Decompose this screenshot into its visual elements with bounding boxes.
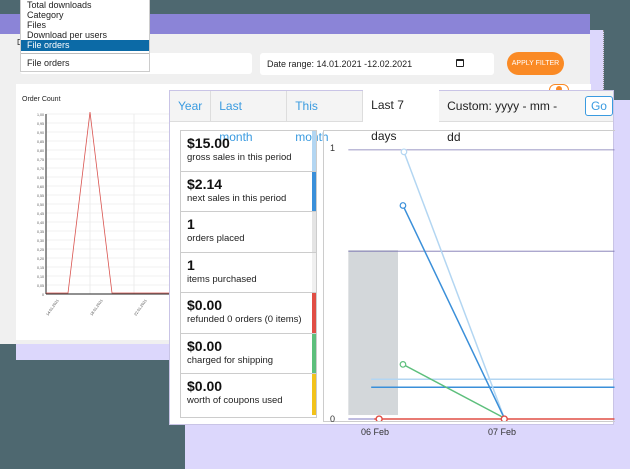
svg-text:0,60: 0,60 — [37, 185, 44, 189]
period-tabs: Year Last month This month Last 7 days C… — [170, 90, 613, 144]
svg-text:0,70: 0,70 — [37, 167, 44, 171]
tab-last-7-days[interactable]: Last 7 days — [363, 90, 440, 143]
order-count-chart: 1,00 0,95 0,90 0,85 0,80 0,75 0,70 0,65 0,60 0,… — [37, 111, 170, 317]
svg-text:0,15: 0,15 — [37, 266, 44, 270]
svg-text:0,30: 0,30 — [37, 239, 44, 243]
dropdown-option[interactable]: Download per users — [27, 30, 108, 40]
tab-custom-range[interactable]: Custom: yyyy - mm - dd — [447, 98, 558, 144]
select-current-value[interactable]: File orders — [27, 58, 70, 68]
date-range-text: Date range: 14.01.2021 -12.02.2021 — [267, 59, 413, 69]
x-axis-label: 06 Feb — [361, 427, 390, 437]
dropdown-option[interactable]: Files — [27, 20, 47, 30]
svg-text:0,75: 0,75 — [37, 158, 44, 162]
svg-text:0,45: 0,45 — [37, 212, 44, 216]
stat-label: refunded 0 orders (0 items) — [187, 314, 302, 325]
sales-report-panel: Year Last month This month Last 7 days C… — [169, 90, 615, 437]
decor-panel — [185, 420, 630, 469]
stat-coupons[interactable]: $0.00 worth of coupons used — [181, 374, 316, 415]
go-button[interactable]: Go — [584, 96, 613, 116]
stats-legend: $15.00 gross sales in this period $2.14 … — [180, 130, 317, 418]
stat-items-purchased[interactable]: 1 items purchased — [181, 252, 316, 293]
svg-text:1,00: 1,00 — [37, 113, 44, 117]
dropdown-option[interactable]: Category — [27, 10, 64, 20]
divider — [21, 53, 149, 54]
report-dropdown[interactable]: Total downloads Category Files Download … — [20, 0, 150, 72]
legend-color-bar — [312, 131, 316, 171]
decor-panel — [16, 344, 173, 360]
svg-text:22.01.2021: 22.01.2021 — [134, 299, 148, 317]
stat-gross-sales[interactable]: $15.00 gross sales in this period — [181, 131, 316, 172]
stat-value: $2.14 — [187, 175, 223, 192]
stat-refunded[interactable]: $0.00 refunded 0 orders (0 items) — [181, 293, 316, 334]
svg-text:0,95: 0,95 — [37, 122, 44, 126]
dropdown-option-selected[interactable]: File orders — [21, 40, 149, 51]
dropdown-option[interactable]: Total downloads — [27, 0, 92, 10]
tab-this-month[interactable]: This month — [287, 90, 364, 144]
stat-label: gross sales in this period — [187, 152, 292, 163]
legend-color-bar — [312, 252, 316, 292]
tab-last-month[interactable]: Last month — [211, 90, 288, 144]
apply-filter-button[interactable]: APPLY FILTER — [507, 52, 564, 75]
svg-text:0,40: 0,40 — [37, 221, 44, 225]
stat-label: charged for shipping — [187, 354, 274, 366]
stat-value: 1 — [187, 256, 195, 273]
svg-text:0,05: 0,05 — [37, 284, 44, 288]
svg-text:0,20: 0,20 — [37, 257, 44, 261]
field-label: D — [17, 38, 23, 47]
date-range-input[interactable]: Date range: 14.01.2021 -12.02.2021 — [260, 53, 494, 75]
svg-text:0,25: 0,25 — [37, 248, 44, 252]
svg-text:0,50: 0,50 — [37, 203, 44, 207]
stat-value: $0.00 — [187, 337, 223, 354]
y-axis-label-max: 1 — [330, 143, 336, 153]
stat-value: 1 — [187, 216, 195, 232]
stat-value: $0.00 — [187, 378, 223, 394]
svg-text:0,90: 0,90 — [37, 131, 44, 135]
svg-text:0,35: 0,35 — [37, 230, 44, 234]
stat-shipping[interactable]: $0.00 charged for shipping — [181, 333, 316, 374]
chart-title: Order Count — [22, 96, 61, 103]
legend-color-bar — [312, 212, 316, 252]
legend-color-bar — [312, 374, 316, 415]
y-axis-label-min: 0 — [330, 414, 336, 424]
svg-text:0,10: 0,10 — [37, 275, 44, 279]
svg-text:14.01.2021: 14.01.2021 — [46, 299, 60, 317]
stat-label: items purchased — [187, 273, 257, 285]
svg-text:0,65: 0,65 — [37, 176, 44, 180]
stat-net-sales[interactable]: $2.14 next sales in this period — [181, 171, 316, 212]
legend-color-bar — [312, 333, 316, 373]
svg-text:0,80: 0,80 — [37, 149, 44, 153]
stat-value: $0.00 — [187, 297, 223, 313]
svg-text:0,85: 0,85 — [37, 140, 44, 144]
stat-value: $15.00 — [187, 135, 230, 151]
stat-label: next sales in this period — [187, 192, 287, 204]
stat-label: orders placed — [187, 233, 245, 244]
calendar-icon[interactable] — [456, 59, 464, 67]
legend-color-bar — [312, 293, 316, 333]
x-axis-label: 07 Feb — [488, 427, 517, 437]
svg-text:0,55: 0,55 — [37, 194, 44, 198]
legend-color-bar — [312, 171, 316, 211]
stat-orders-placed[interactable]: 1 orders placed — [181, 212, 316, 253]
sales-chart — [323, 130, 615, 422]
tab-year[interactable]: Year — [170, 90, 212, 122]
stat-label: worth of coupons used — [187, 395, 283, 406]
svg-text:0: 0 — [42, 293, 44, 297]
svg-text:18.01.2021: 18.01.2021 — [90, 299, 104, 317]
